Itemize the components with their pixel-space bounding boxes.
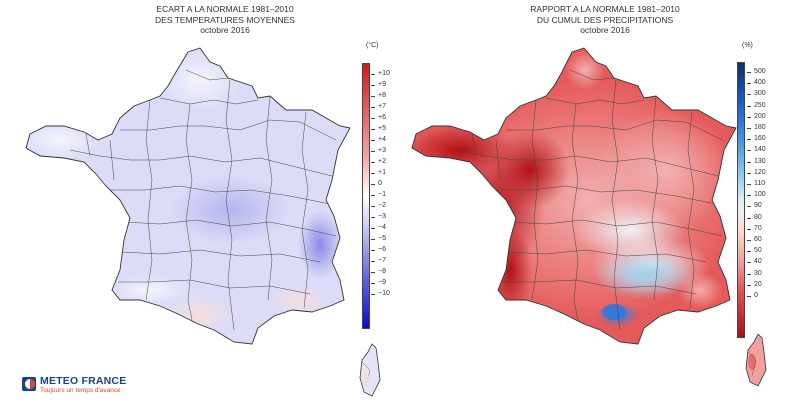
legend-tick: −8 <box>371 268 386 275</box>
legend-tick: 40 <box>747 258 762 266</box>
legend-tick: −1 <box>371 191 386 198</box>
legend-tick: 60 <box>747 236 762 243</box>
title-line-2: DU CUMUL DES PRECIPITATIONS <box>536 14 674 25</box>
precipitation-ratio-map <box>411 47 767 387</box>
legend-tick: +1 <box>371 169 386 176</box>
legend-tick: +2 <box>371 158 386 165</box>
logo-name: METEO FRANCE <box>40 375 127 387</box>
legend-tick: −7 <box>371 257 386 264</box>
legend-tick: 140 <box>747 146 766 154</box>
title-period: octobre 2016 <box>580 25 630 35</box>
legend-tick: 200 <box>747 112 766 120</box>
legend-tick: −4 <box>371 224 386 231</box>
legend-tick: −10 <box>371 290 390 297</box>
legend-tick: 500 <box>747 68 766 75</box>
legend-tick: 160 <box>747 135 766 143</box>
legend-tick: −9 <box>371 279 386 286</box>
legend-tick: 80 <box>747 213 762 221</box>
legend-tick: 0 <box>747 292 758 299</box>
precipitation-ratio-panel: RAPPORT A LA NORMALE 1981–2010 DU CUMUL … <box>400 0 800 404</box>
legend-tick: 70 <box>747 224 762 232</box>
precipitation-legend-unit: (%) <box>742 42 753 49</box>
precipitation-colorbar <box>737 62 745 338</box>
precipitation-legend: (%) 500 400 300 250 200 180 160 140 130 … <box>734 40 794 338</box>
temperature-legend: (°C) +10 +9 +8 +7 +6 +5 +4 +3 +2 +1 0 −1… <box>358 40 400 329</box>
legend-tick: 110 <box>746 180 766 187</box>
title-line-2: DES TEMPERATURES MOYENNES <box>155 14 295 25</box>
legend-tick: 180 <box>747 124 766 131</box>
temperature-anomaly-panel: ECART A LA NORMALE 1981–2010 DES TEMPERA… <box>22 4 400 399</box>
legend-tick: −6 <box>371 246 386 253</box>
legend-tick: 300 <box>747 90 766 98</box>
legend-tick: 120 <box>747 168 766 176</box>
precipitation-map-title: RAPPORT A LA NORMALE 1981–2010 DU CUMUL … <box>480 4 730 36</box>
meteo-france-logo-icon <box>22 377 36 391</box>
title-period: octobre 2016 <box>200 25 250 35</box>
legend-tick: +9 <box>371 81 386 88</box>
logo-tagline: Toujours un temps d'avance <box>40 387 121 394</box>
legend-tick: +6 <box>371 114 386 121</box>
legend-tick: +3 <box>371 147 386 154</box>
temperature-anomaly-map <box>25 47 381 397</box>
title-line-1: RAPPORT A LA NORMALE 1981–2010 <box>530 4 680 14</box>
legend-tick: 90 <box>747 202 762 210</box>
temperature-colorbar <box>362 63 370 329</box>
meteo-france-logo: METEO FRANCE Toujours un temps d'avance <box>22 375 162 399</box>
temperature-legend-unit: (°C) <box>366 42 379 49</box>
legend-tick: 0 <box>371 180 382 187</box>
legend-tick: 20 <box>747 280 762 288</box>
legend-tick: −2 <box>371 202 386 209</box>
legend-tick: +7 <box>371 103 386 110</box>
legend-tick: 50 <box>747 247 762 255</box>
legend-tick: +5 <box>371 125 386 132</box>
legend-tick: +10 <box>371 70 390 77</box>
legend-tick: +8 <box>371 92 386 99</box>
legend-tick: 100 <box>747 191 766 199</box>
legend-tick: +4 <box>371 136 386 143</box>
title-line-1: ECART A LA NORMALE 1981–2010 <box>156 4 294 14</box>
legend-tick: 130 <box>747 157 766 165</box>
legend-tick: −3 <box>371 213 386 220</box>
legend-tick: 400 <box>747 79 766 87</box>
legend-tick: −5 <box>371 235 386 242</box>
legend-tick: 30 <box>747 269 762 277</box>
legend-tick: 250 <box>747 101 766 109</box>
temperature-map-title: ECART A LA NORMALE 1981–2010 DES TEMPERA… <box>100 4 350 36</box>
